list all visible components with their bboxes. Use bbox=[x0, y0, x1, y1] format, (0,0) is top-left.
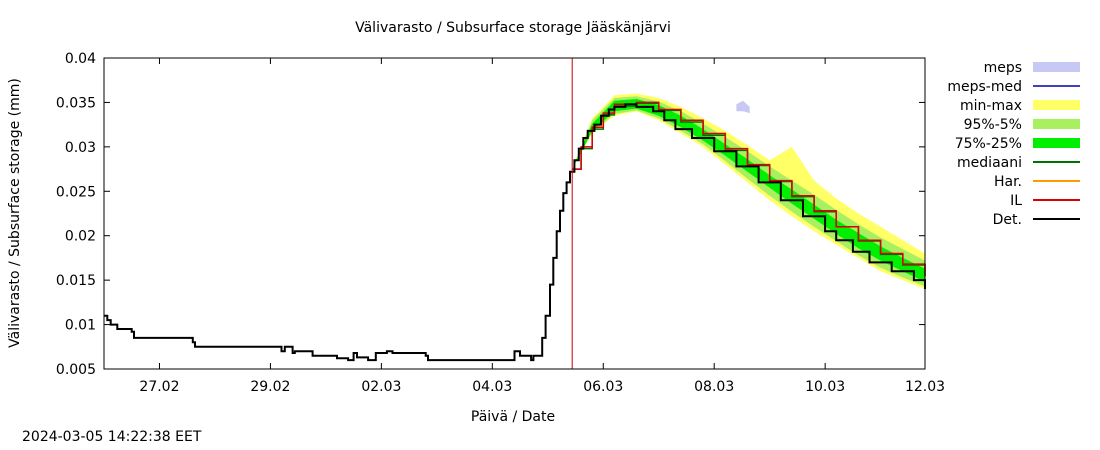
plot-area bbox=[103, 57, 926, 370]
x-tick-label: 27.02 bbox=[139, 379, 179, 395]
axis-ticks: 0.005 0.01 0.015 0.02 0.025 0.03 0.035 0.04 27.0… bbox=[56, 51, 945, 395]
legend-swatch-min-max bbox=[1033, 100, 1080, 110]
y-tick-label: 0.015 bbox=[56, 273, 96, 289]
legend-label-det: Det. bbox=[993, 212, 1022, 228]
legend-label-meps-med: meps-med bbox=[947, 79, 1022, 95]
band-95-5- bbox=[572, 96, 925, 287]
x-tick-label: 12.03 bbox=[905, 379, 945, 395]
legend-swatch-meps bbox=[1033, 62, 1080, 72]
y-tick-label: 0.03 bbox=[65, 140, 96, 156]
legend-swatch-95-5 bbox=[1033, 119, 1080, 129]
data-lines bbox=[104, 101, 926, 362]
x-tick-label: 29.02 bbox=[250, 379, 290, 395]
y-tick-label: 0.01 bbox=[65, 318, 96, 334]
y-tick-label: 0.04 bbox=[65, 51, 96, 67]
legend-label-har: Har. bbox=[994, 174, 1022, 190]
x-tick-label: 06.03 bbox=[583, 379, 623, 395]
legend-label-il: IL bbox=[1010, 193, 1022, 209]
x-tick-label: 10.03 bbox=[805, 379, 845, 395]
series-il bbox=[572, 101, 926, 276]
y-tick-label: 0.005 bbox=[56, 362, 96, 378]
x-tick-label: 02.03 bbox=[361, 379, 401, 395]
band-75-25- bbox=[572, 98, 925, 282]
legend-label-mediaani: mediaani bbox=[957, 155, 1022, 171]
band-meps bbox=[736, 100, 750, 114]
x-tick-label: 04.03 bbox=[472, 379, 512, 395]
legend-label-min-max: min-max bbox=[960, 98, 1022, 114]
footer-timestamp: 2024-03-05 14:22:38 EET bbox=[22, 429, 202, 445]
y-tick-label: 0.035 bbox=[56, 95, 96, 111]
legend: meps meps-med min-max 95%-5% 75%-25% mediaani… bbox=[947, 60, 1080, 228]
legend-swatch-75-25 bbox=[1033, 138, 1080, 148]
x-tick-label: 08.03 bbox=[694, 379, 734, 395]
legend-label-75-25: 75%-25% bbox=[955, 136, 1022, 152]
x-axis-label: Päivä / Date bbox=[471, 409, 555, 425]
chart-title: Välivarasto / Subsurface storage Jääskän… bbox=[355, 20, 671, 36]
legend-label-95-5: 95%-5% bbox=[964, 117, 1022, 133]
y-tick-label: 0.025 bbox=[56, 184, 96, 200]
legend-label-meps: meps bbox=[984, 60, 1022, 76]
y-tick-label: 0.02 bbox=[65, 229, 96, 245]
series-det bbox=[104, 103, 926, 362]
y-axis-label: Välivarasto / Subsurface storage (mm) bbox=[7, 78, 23, 348]
forecast-bands bbox=[572, 93, 925, 289]
